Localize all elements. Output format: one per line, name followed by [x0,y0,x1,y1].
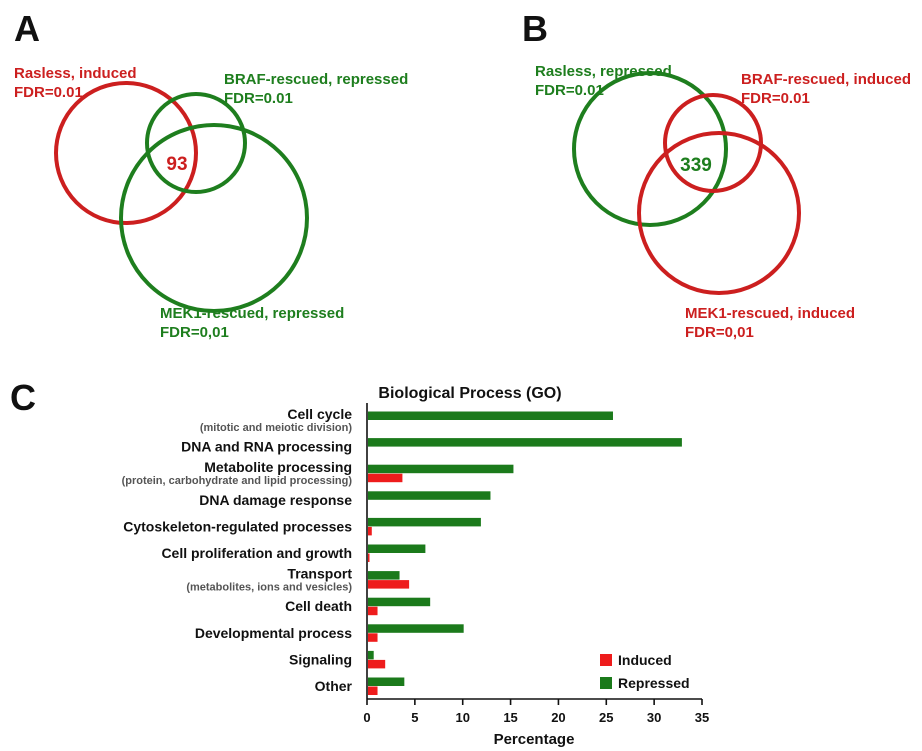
category-label-dna-and-rna-processing: DNA and RNA processing [181,439,352,455]
venn-a-circle-mek1 [119,123,309,313]
bar-repressed-transport [368,571,400,580]
venn-b-circle-rasless [572,71,728,227]
x-tick-label-0: 0 [363,710,370,725]
panel-letter-c: C [10,377,36,418]
category-sublabel-transport: (metabolites, ions and vesicles) [186,582,352,594]
category-label-cell-proliferation-and-growth: Cell proliferation and growth [161,545,352,561]
x-axis-ticks: 0 5 10 15 20 25 30 35 [363,699,709,725]
x-tick-label-20: 20 [551,710,565,725]
bar-repressed-cytoskeleton-regulated-processes [368,517,481,527]
venn-a-fdr-rasless: FDR=0.01 [14,84,83,101]
bars [368,411,682,695]
venn-b-label-mek1: MEK1-rescued, induced [685,305,855,322]
legend-label-induced: Induced [618,652,672,668]
bar-induced-transport [368,580,410,589]
category-label-cell-death: Cell death [285,598,352,614]
bar-repressed-metabolite-processing [368,464,514,474]
chart-title: Biological Process (GO) [378,385,561,402]
category-sublabel-metabolite-processing: (protein, carbohydrate and lipid process… [122,475,353,487]
category-label-cytoskeleton-regulated-processes: Cytoskeleton-regulated processes [123,518,352,534]
x-tick-label-10: 10 [455,710,469,725]
bar-repressed-cell-cycle [368,411,613,420]
x-tick-label-35: 35 [695,710,709,725]
category-sublabel-cell-cycle: (mitotic and meiotic division) [200,422,353,434]
venn-b-fdr-rasless: FDR=0.01 [535,82,604,99]
venn-b-fdr-braf: FDR=0.01 [741,90,810,107]
venn-b-label-rasless: Rasless, repressed [535,63,672,80]
category-labels: Cell cycle(mitotic and meiotic division)… [122,406,353,694]
venn-a-intersection-count: 93 [166,154,187,175]
bar-induced-other [368,686,378,695]
legend-swatch-repressed [600,677,612,689]
panel-letter-a: A [14,8,40,49]
legend-swatch-induced [600,654,612,666]
venn-b-label-braf: BRAF-rescued, induced [741,71,911,88]
category-label-developmental-process: Developmental process [195,625,352,641]
bar-repressed-other [368,677,405,686]
bar-repressed-cell-death [368,597,431,607]
venn-b-fdr-mek1: FDR=0,01 [685,324,754,341]
x-tick-label-30: 30 [647,710,661,725]
bar-repressed-cell-proliferation-and-growth [368,544,426,553]
venn-a-label-braf: BRAF-rescued, repressed [224,71,408,88]
bar-induced-cell-death [368,606,378,616]
bar-repressed-dna-damage-response [368,491,491,500]
bar-induced-signaling [368,659,386,669]
category-label-other: Other [315,678,353,694]
legend-label-repressed: Repressed [618,675,690,691]
bar-induced-cell-proliferation-and-growth [368,553,370,562]
venn-a-circle-braf [145,92,247,194]
panel-b: B Rasless, repressed FDR=0.01 BRAF-rescu… [522,8,911,341]
venn-a-fdr-mek1: FDR=0,01 [160,324,229,341]
category-label-cell-cycle: Cell cycle [287,406,352,422]
venn-a-label-mek1: MEK1-rescued, repressed [160,305,344,322]
panel-letter-b: B [522,8,548,49]
category-label-metabolite-processing: Metabolite processing [204,459,352,475]
bar-repressed-developmental-process [368,624,464,633]
x-tick-label-5: 5 [411,710,418,725]
venn-b-circle-mek1 [637,131,801,295]
venn-a-label-rasless: Rasless, induced [14,65,137,82]
bar-induced-metabolite-processing [368,473,403,483]
bar-induced-developmental-process [368,633,378,642]
venn-a-fdr-braf: FDR=0.01 [224,90,293,107]
venn-b-intersection-count: 339 [680,155,712,176]
venn-a-circle-rasless [54,81,198,225]
category-label-signaling: Signaling [289,651,352,667]
legend: Induced Repressed [600,652,690,691]
panel-a: A Rasless, induced FDR=0.01 BRAF-rescued… [14,8,408,341]
panel-c: C Biological Process (GO) Cell cycle(mit… [10,377,709,748]
bar-induced-cytoskeleton-regulated-processes [368,526,372,536]
bar-repressed-signaling [368,650,374,660]
x-axis-title: Percentage [494,731,575,748]
category-label-dna-damage-response: DNA damage response [199,492,352,508]
bar-repressed-dna-and-rna-processing [368,438,682,447]
category-label-transport: Transport [287,566,352,582]
x-tick-label-25: 25 [599,710,613,725]
x-tick-label-15: 15 [503,710,517,725]
